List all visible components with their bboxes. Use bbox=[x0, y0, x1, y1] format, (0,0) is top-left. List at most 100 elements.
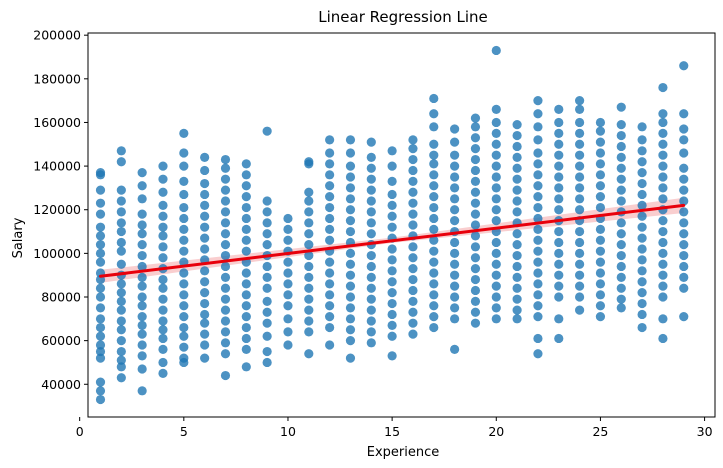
data-point bbox=[575, 237, 585, 248]
plot-frame bbox=[87, 32, 716, 418]
data-point bbox=[116, 316, 126, 326]
data-point bbox=[304, 272, 314, 282]
data-point bbox=[575, 226, 585, 237]
data-point bbox=[220, 240, 231, 250]
data-point bbox=[158, 200, 168, 210]
data-point bbox=[512, 272, 522, 282]
data-point bbox=[116, 288, 126, 298]
data-point bbox=[325, 322, 335, 333]
data-point bbox=[200, 298, 210, 309]
data-point bbox=[137, 168, 147, 178]
x-axis-label: Experience bbox=[367, 445, 440, 460]
data-point bbox=[679, 163, 689, 173]
data-point bbox=[658, 292, 668, 302]
data-point bbox=[658, 172, 668, 182]
data-point bbox=[158, 222, 168, 232]
data-point bbox=[637, 255, 647, 265]
data-point bbox=[158, 294, 168, 304]
data-point bbox=[262, 261, 272, 272]
data-point bbox=[554, 281, 564, 291]
data-point bbox=[95, 292, 106, 302]
data-point bbox=[116, 196, 126, 206]
data-point bbox=[304, 250, 314, 261]
data-point bbox=[470, 253, 481, 263]
data-point bbox=[470, 165, 481, 176]
data-point bbox=[220, 283, 231, 293]
data-point bbox=[158, 231, 168, 241]
regression-line-layer bbox=[98, 203, 686, 278]
data-point bbox=[220, 229, 231, 239]
data-point bbox=[554, 314, 564, 324]
data-point bbox=[470, 187, 481, 197]
data-point bbox=[658, 216, 668, 226]
data-point bbox=[241, 235, 251, 245]
data-point bbox=[616, 102, 626, 112]
data-point bbox=[137, 301, 147, 311]
data-point bbox=[575, 305, 585, 315]
data-point bbox=[304, 187, 314, 197]
data-point bbox=[345, 281, 356, 291]
data-point bbox=[325, 170, 335, 180]
data-point bbox=[262, 229, 272, 239]
data-point bbox=[387, 244, 397, 254]
data-point bbox=[179, 161, 189, 171]
data-point bbox=[616, 218, 626, 228]
data-point bbox=[179, 224, 189, 234]
data-point bbox=[429, 246, 439, 256]
data-point bbox=[616, 141, 626, 152]
data-point bbox=[95, 322, 106, 333]
data-point bbox=[575, 150, 585, 160]
data-point bbox=[512, 229, 522, 239]
data-point bbox=[491, 183, 501, 193]
data-point bbox=[283, 290, 293, 300]
data-point bbox=[450, 314, 460, 324]
data-point bbox=[116, 218, 126, 228]
data-point bbox=[616, 130, 626, 141]
data-point bbox=[554, 161, 564, 171]
data-point bbox=[366, 196, 376, 206]
data-point bbox=[512, 174, 522, 184]
data-point bbox=[95, 303, 106, 313]
data-point bbox=[262, 307, 272, 317]
data-point bbox=[575, 128, 585, 138]
data-point bbox=[241, 301, 251, 311]
data-point bbox=[429, 139, 439, 149]
data-point bbox=[637, 157, 647, 167]
data-point bbox=[179, 189, 189, 200]
data-point bbox=[262, 272, 272, 282]
data-point bbox=[491, 117, 501, 128]
data-point bbox=[220, 196, 231, 206]
data-point bbox=[554, 292, 564, 302]
data-point bbox=[408, 144, 418, 154]
data-point bbox=[387, 298, 397, 309]
data-point bbox=[679, 283, 689, 293]
data-point bbox=[679, 185, 689, 195]
data-point bbox=[116, 279, 126, 289]
data-point bbox=[616, 174, 626, 184]
data-point bbox=[616, 120, 626, 130]
data-point bbox=[200, 222, 210, 232]
y-axis-label: Salary bbox=[11, 217, 26, 258]
data-point bbox=[491, 248, 501, 258]
data-point bbox=[95, 198, 106, 208]
data-point bbox=[554, 172, 564, 182]
data-point bbox=[137, 209, 147, 219]
data-point bbox=[325, 290, 335, 300]
data-point bbox=[179, 279, 189, 289]
data-point bbox=[408, 329, 418, 339]
data-point bbox=[595, 301, 606, 311]
data-point bbox=[512, 141, 522, 152]
data-point bbox=[95, 209, 106, 219]
data-point bbox=[387, 309, 397, 320]
data-point bbox=[554, 259, 564, 269]
data-point bbox=[470, 296, 481, 306]
data-point bbox=[116, 325, 126, 335]
data-point bbox=[241, 170, 251, 180]
data-point bbox=[158, 253, 168, 263]
data-point bbox=[658, 117, 668, 128]
data-point bbox=[470, 307, 481, 317]
data-point bbox=[491, 281, 501, 291]
data-point bbox=[345, 226, 356, 237]
data-point bbox=[637, 266, 647, 276]
